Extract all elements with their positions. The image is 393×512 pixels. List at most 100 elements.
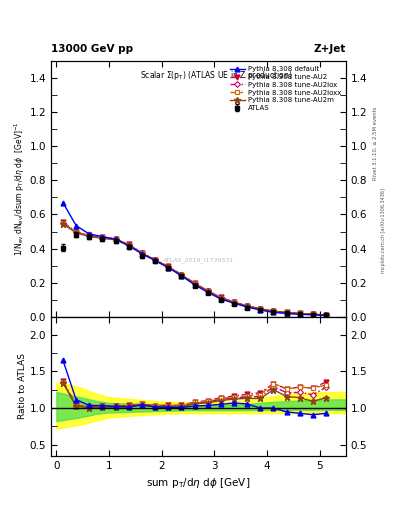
Y-axis label: Ratio to ATLAS: Ratio to ATLAS <box>18 353 27 419</box>
Pythia 8.308 tune-AU2loxx <box>205 288 210 294</box>
Pythia 8.308 tune-AU2 <box>179 271 184 278</box>
Pythia 8.308 tune-AU2 <box>87 232 92 238</box>
Pythia 8.308 tune-AU2loxx <box>192 280 197 286</box>
Pythia 8.308 default <box>271 309 276 315</box>
Pythia 8.308 tune-AU2 <box>245 303 250 309</box>
Pythia 8.308 tune-AU2lox <box>127 242 131 248</box>
Pythia 8.308 tune-AU2lox <box>258 306 263 312</box>
Pythia 8.308 tune-AU2loxx <box>113 236 118 242</box>
Pythia 8.308 tune-AU2 <box>231 299 236 305</box>
Text: Rivet 3.1.10, ≥ 2.5M events: Rivet 3.1.10, ≥ 2.5M events <box>373 106 378 180</box>
Pythia 8.308 tune-AU2lox <box>205 288 210 294</box>
Pythia 8.308 tune-AU2lox <box>271 308 276 314</box>
Pythia 8.308 tune-AU2m <box>219 295 223 301</box>
Pythia 8.308 tune-AU2 <box>284 309 289 315</box>
Pythia 8.308 tune-AU2m <box>271 308 276 314</box>
Pythia 8.308 tune-AU2loxx <box>179 272 184 278</box>
Pythia 8.308 default <box>231 300 236 306</box>
Legend: Pythia 8.308 default, Pythia 8.308 tune-AU2, Pythia 8.308 tune-AU2lox, Pythia 8.: Pythia 8.308 default, Pythia 8.308 tune-… <box>227 63 344 114</box>
Pythia 8.308 tune-AU2m <box>192 281 197 287</box>
Pythia 8.308 default <box>100 233 105 240</box>
Pythia 8.308 tune-AU2loxx <box>231 299 236 305</box>
Line: Pythia 8.308 tune-AU2: Pythia 8.308 tune-AU2 <box>61 220 329 317</box>
Pythia 8.308 tune-AU2m <box>298 311 302 317</box>
Pythia 8.308 tune-AU2loxx <box>153 257 158 263</box>
Text: Z+Jet: Z+Jet <box>314 44 346 54</box>
Pythia 8.308 tune-AU2m <box>284 310 289 316</box>
Pythia 8.308 tune-AU2m <box>61 221 65 227</box>
Text: 13000 GeV pp: 13000 GeV pp <box>51 44 133 54</box>
Pythia 8.308 tune-AU2loxx <box>166 264 171 270</box>
Pythia 8.308 tune-AU2loxx <box>219 294 223 301</box>
Pythia 8.308 tune-AU2lox <box>298 311 302 317</box>
Pythia 8.308 default <box>87 231 92 237</box>
Pythia 8.308 tune-AU2lox <box>166 264 171 270</box>
Pythia 8.308 tune-AU2lox <box>87 233 92 239</box>
X-axis label: sum p$_\mathsf{T}$/d$\eta$ d$\phi$ [GeV]: sum p$_\mathsf{T}$/d$\eta$ d$\phi$ [GeV] <box>146 476 251 490</box>
Pythia 8.308 tune-AU2 <box>219 294 223 301</box>
Pythia 8.308 tune-AU2 <box>271 308 276 314</box>
Pythia 8.308 tune-AU2 <box>192 280 197 286</box>
Pythia 8.308 tune-AU2 <box>324 312 329 318</box>
Pythia 8.308 tune-AU2lox <box>219 295 223 301</box>
Pythia 8.308 tune-AU2lox <box>153 257 158 263</box>
Line: Pythia 8.308 default: Pythia 8.308 default <box>61 200 329 318</box>
Pythia 8.308 tune-AU2 <box>166 263 171 269</box>
Pythia 8.308 tune-AU2m <box>100 235 105 241</box>
Pythia 8.308 tune-AU2m <box>258 306 263 312</box>
Pythia 8.308 default <box>219 296 223 302</box>
Pythia 8.308 default <box>61 200 65 206</box>
Pythia 8.308 tune-AU2 <box>310 311 315 317</box>
Pythia 8.308 tune-AU2m <box>87 233 92 240</box>
Pythia 8.308 default <box>153 258 158 264</box>
Pythia 8.308 default <box>166 265 171 271</box>
Pythia 8.308 tune-AU2 <box>205 288 210 294</box>
Pythia 8.308 tune-AU2 <box>140 250 144 256</box>
Pythia 8.308 tune-AU2loxx <box>324 312 329 318</box>
Pythia 8.308 tune-AU2 <box>113 236 118 242</box>
Pythia 8.308 tune-AU2loxx <box>258 306 263 312</box>
Pythia 8.308 default <box>298 311 302 317</box>
Pythia 8.308 tune-AU2lox <box>179 272 184 278</box>
Pythia 8.308 default <box>258 307 263 313</box>
Pythia 8.308 tune-AU2lox <box>284 310 289 316</box>
Text: mcplots.cern.ch [arXiv:1306.3436]: mcplots.cern.ch [arXiv:1306.3436] <box>381 188 386 273</box>
Line: Pythia 8.308 tune-AU2loxx: Pythia 8.308 tune-AU2loxx <box>61 221 328 317</box>
Pythia 8.308 default <box>127 243 131 249</box>
Pythia 8.308 default <box>74 223 79 229</box>
Pythia 8.308 tune-AU2loxx <box>284 309 289 315</box>
Text: Scalar $\Sigma$(p$_\mathsf{T}$) (ATLAS UE in Z production): Scalar $\Sigma$(p$_\mathsf{T}$) (ATLAS U… <box>140 69 292 82</box>
Pythia 8.308 tune-AU2 <box>258 306 263 312</box>
Pythia 8.308 tune-AU2loxx <box>310 311 315 317</box>
Pythia 8.308 tune-AU2lox <box>61 220 65 226</box>
Pythia 8.308 tune-AU2 <box>127 241 131 247</box>
Pythia 8.308 tune-AU2 <box>298 310 302 316</box>
Pythia 8.308 tune-AU2loxx <box>298 310 302 316</box>
Line: Pythia 8.308 tune-AU2lox: Pythia 8.308 tune-AU2lox <box>61 221 328 317</box>
Pythia 8.308 default <box>192 282 197 288</box>
Pythia 8.308 tune-AU2m <box>310 311 315 317</box>
Pythia 8.308 tune-AU2lox <box>310 311 315 317</box>
Pythia 8.308 tune-AU2 <box>100 234 105 240</box>
Pythia 8.308 tune-AU2loxx <box>61 220 65 226</box>
Pythia 8.308 default <box>140 250 144 257</box>
Pythia 8.308 tune-AU2m <box>113 237 118 243</box>
Pythia 8.308 tune-AU2lox <box>140 250 144 257</box>
Pythia 8.308 tune-AU2m <box>205 288 210 294</box>
Pythia 8.308 tune-AU2lox <box>74 229 79 236</box>
Y-axis label: 1/N$_{\mathsf{ev}}$ dN$_{\mathsf{ev}}$/dsum p$_\mathsf{T}$/d$\eta$ d$\phi$  [GeV: 1/N$_{\mathsf{ev}}$ dN$_{\mathsf{ev}}$/d… <box>13 122 27 257</box>
Pythia 8.308 default <box>245 304 250 310</box>
Pythia 8.308 default <box>113 236 118 242</box>
Pythia 8.308 tune-AU2lox <box>192 281 197 287</box>
Pythia 8.308 tune-AU2 <box>61 219 65 225</box>
Pythia 8.308 tune-AU2m <box>324 312 329 318</box>
Pythia 8.308 tune-AU2lox <box>324 312 329 318</box>
Pythia 8.308 tune-AU2m <box>140 250 144 257</box>
Pythia 8.308 tune-AU2loxx <box>140 250 144 256</box>
Pythia 8.308 default <box>284 310 289 316</box>
Pythia 8.308 tune-AU2m <box>127 242 131 248</box>
Pythia 8.308 tune-AU2lox <box>245 303 250 309</box>
Pythia 8.308 default <box>310 312 315 318</box>
Pythia 8.308 tune-AU2m <box>179 272 184 279</box>
Pythia 8.308 default <box>179 273 184 279</box>
